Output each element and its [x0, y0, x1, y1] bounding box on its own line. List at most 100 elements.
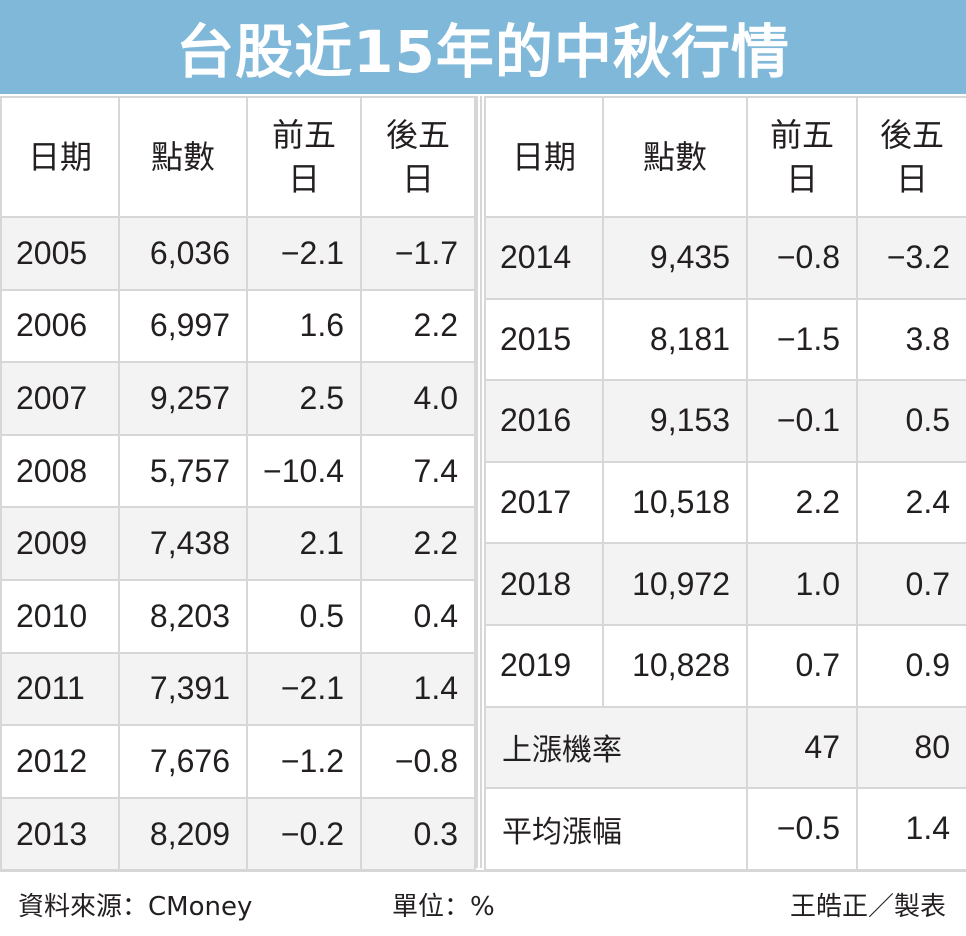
page-title: 台股近15年的中秋行情 — [176, 18, 790, 86]
table-row: 2017 10,518 2.2 2.4 — [484, 460, 966, 545]
summary-before: −0.5 — [746, 787, 858, 871]
after-change-cell: 1.4 — [360, 651, 476, 727]
after-change-cell: 0.9 — [856, 623, 966, 708]
table-row: 2011 7,391 −2.1 1.4 — [0, 651, 476, 727]
before-change-cell: 2.5 — [246, 361, 362, 436]
year-cell: 2007 — [0, 361, 120, 436]
before-change-cell: 1.6 — [246, 288, 362, 364]
year-cell: 2005 — [0, 216, 120, 291]
before-change-cell: 1.0 — [746, 542, 858, 626]
points-cell: 7,676 — [118, 724, 248, 799]
year-cell: 2008 — [0, 433, 120, 509]
header-before: 前五日 — [746, 96, 858, 218]
points-cell: 7,391 — [118, 651, 248, 727]
table-row: 2008 5,757 −10.4 7.4 — [0, 433, 476, 509]
summary-label: 上漲機率 — [484, 705, 748, 790]
before-change-cell: 0.7 — [746, 623, 858, 708]
points-cell: 8,209 — [118, 796, 248, 872]
table-row: 2006 6,997 1.6 2.2 — [0, 288, 476, 364]
year-cell: 2017 — [484, 460, 604, 545]
summary-row: 上漲機率 47 80 — [484, 705, 966, 790]
footer: 資料來源：CMoney 單位：% 王皓正／製表 — [0, 870, 966, 936]
year-cell: 2015 — [484, 297, 604, 382]
table-row: 2005 6,036 −2.1 −1.7 — [0, 216, 476, 291]
table-row: 2010 8,203 0.5 0.4 — [0, 578, 476, 654]
after-change-cell: 0.3 — [360, 796, 476, 872]
table-row: 2016 9,153 −0.1 0.5 — [484, 379, 966, 463]
points-cell: 9,257 — [118, 361, 248, 436]
header-after: 後五日 — [856, 96, 966, 218]
summary-row: 平均漲幅 −0.5 1.4 — [484, 787, 966, 871]
table-row: 2019 10,828 0.7 0.9 — [484, 623, 966, 708]
year-cell: 2010 — [0, 578, 120, 654]
before-change-cell: −2.1 — [246, 651, 362, 727]
after-change-cell: 0.7 — [856, 542, 966, 626]
points-cell: 8,181 — [602, 297, 748, 382]
after-change-cell: 2.2 — [360, 288, 476, 364]
points-cell: 7,438 — [118, 506, 248, 581]
summary-before: 47 — [746, 705, 858, 790]
unit-note: 單位：% — [392, 892, 495, 922]
after-change-cell: 2.4 — [856, 460, 966, 545]
after-change-cell: 4.0 — [360, 361, 476, 436]
year-cell: 2013 — [0, 796, 120, 872]
before-change-cell: −10.4 — [246, 433, 362, 509]
before-change-cell: −1.5 — [746, 297, 858, 382]
table-row: 2012 7,676 −1.2 −0.8 — [0, 724, 476, 799]
after-change-cell: −1.7 — [360, 216, 476, 291]
points-cell: 10,518 — [602, 460, 748, 545]
before-change-cell: −0.8 — [746, 216, 858, 300]
year-cell: 2009 — [0, 506, 120, 581]
year-cell: 2018 — [484, 542, 604, 626]
before-change-cell: −0.1 — [746, 379, 858, 463]
table-row: 2018 10,972 1.0 0.7 — [484, 542, 966, 626]
table-row: 2007 9,257 2.5 4.0 — [0, 361, 476, 436]
year-cell: 2012 — [0, 724, 120, 799]
year-cell: 2019 — [484, 623, 604, 708]
table-divider — [476, 96, 482, 868]
before-change-cell: 0.5 — [246, 578, 362, 654]
before-change-cell: −1.2 — [246, 724, 362, 799]
before-change-cell: −0.2 — [246, 796, 362, 872]
table-row: 2014 9,435 −0.8 −3.2 — [484, 216, 966, 300]
after-change-cell: 2.2 — [360, 506, 476, 581]
header-before: 前五日 — [246, 96, 362, 218]
header-after: 後五日 — [360, 96, 476, 218]
after-change-cell: 3.8 — [856, 297, 966, 382]
right-data-table: 日期 點數 前五日 後五日 2014 9,435 −0.8 −3.2 2015 8,181… — [484, 96, 966, 871]
points-cell: 5,757 — [118, 433, 248, 509]
before-change-cell: 2.2 — [746, 460, 858, 545]
author-note: 王皓正／製表 — [789, 892, 946, 922]
points-cell: 10,972 — [602, 542, 748, 626]
header-points: 點數 — [602, 96, 748, 218]
year-cell: 2014 — [484, 216, 604, 300]
before-change-cell: −2.1 — [246, 216, 362, 291]
header-date: 日期 — [0, 96, 120, 218]
points-cell: 9,153 — [602, 379, 748, 463]
points-cell: 6,997 — [118, 288, 248, 364]
year-cell: 2011 — [0, 651, 120, 727]
points-cell: 10,828 — [602, 623, 748, 708]
points-cell: 9,435 — [602, 216, 748, 300]
summary-label: 平均漲幅 — [484, 787, 748, 871]
after-change-cell: −3.2 — [856, 216, 966, 300]
table-row: 2009 7,438 2.1 2.2 — [0, 506, 476, 581]
before-change-cell: 2.1 — [246, 506, 362, 581]
points-cell: 6,036 — [118, 216, 248, 291]
summary-after: 80 — [856, 705, 966, 790]
year-cell: 2016 — [484, 379, 604, 463]
table-row: 2013 8,209 −0.2 0.3 — [0, 796, 476, 872]
header-points: 點數 — [118, 96, 248, 218]
after-change-cell: 7.4 — [360, 433, 476, 509]
left-data-table: 日期 點數 前五日 後五日 2005 6,036 −2.1 −1.7 2006 6,997… — [0, 96, 476, 872]
source-note: 資料來源：CMoney — [18, 892, 253, 922]
table-row: 2015 8,181 −1.5 3.8 — [484, 297, 966, 382]
points-cell: 8,203 — [118, 578, 248, 654]
title-banner: 台股近15年的中秋行情 — [0, 0, 966, 94]
year-cell: 2006 — [0, 288, 120, 364]
header-date: 日期 — [484, 96, 604, 218]
after-change-cell: 0.5 — [856, 379, 966, 463]
after-change-cell: −0.8 — [360, 724, 476, 799]
summary-after: 1.4 — [856, 787, 966, 871]
